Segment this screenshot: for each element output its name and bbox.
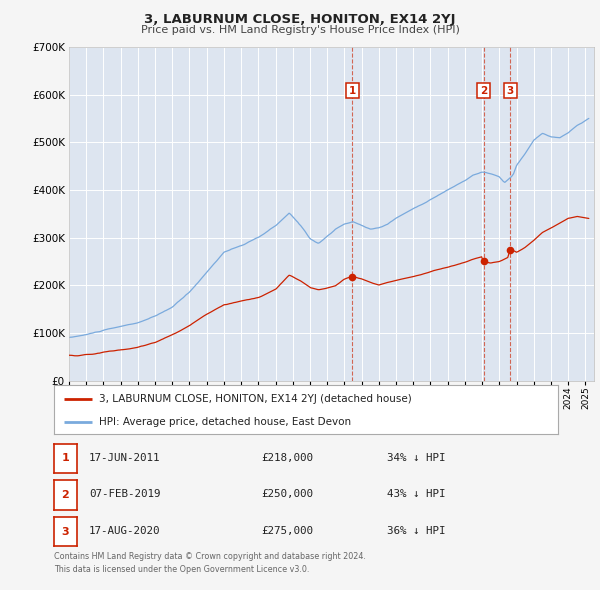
Text: 2: 2	[480, 86, 487, 96]
Text: 3: 3	[506, 86, 514, 96]
Text: 36% ↓ HPI: 36% ↓ HPI	[387, 526, 445, 536]
Text: This data is licensed under the Open Government Licence v3.0.: This data is licensed under the Open Gov…	[54, 565, 310, 573]
Text: 17-AUG-2020: 17-AUG-2020	[89, 526, 160, 536]
Text: Price paid vs. HM Land Registry's House Price Index (HPI): Price paid vs. HM Land Registry's House …	[140, 25, 460, 35]
Text: 17-JUN-2011: 17-JUN-2011	[89, 453, 160, 463]
Text: 3: 3	[62, 527, 69, 536]
Text: 34% ↓ HPI: 34% ↓ HPI	[387, 453, 445, 463]
Text: HPI: Average price, detached house, East Devon: HPI: Average price, detached house, East…	[100, 417, 352, 427]
Text: Contains HM Land Registry data © Crown copyright and database right 2024.: Contains HM Land Registry data © Crown c…	[54, 552, 366, 560]
Text: 1: 1	[62, 454, 69, 463]
Text: 3, LABURNUM CLOSE, HONITON, EX14 2YJ: 3, LABURNUM CLOSE, HONITON, EX14 2YJ	[144, 13, 456, 26]
Text: 2: 2	[62, 490, 69, 500]
Text: 3, LABURNUM CLOSE, HONITON, EX14 2YJ (detached house): 3, LABURNUM CLOSE, HONITON, EX14 2YJ (de…	[100, 394, 412, 404]
Text: 07-FEB-2019: 07-FEB-2019	[89, 490, 160, 499]
Text: £275,000: £275,000	[261, 526, 313, 536]
Text: 1: 1	[349, 86, 356, 96]
Text: £250,000: £250,000	[261, 490, 313, 499]
Text: £218,000: £218,000	[261, 453, 313, 463]
Text: 43% ↓ HPI: 43% ↓ HPI	[387, 490, 445, 499]
